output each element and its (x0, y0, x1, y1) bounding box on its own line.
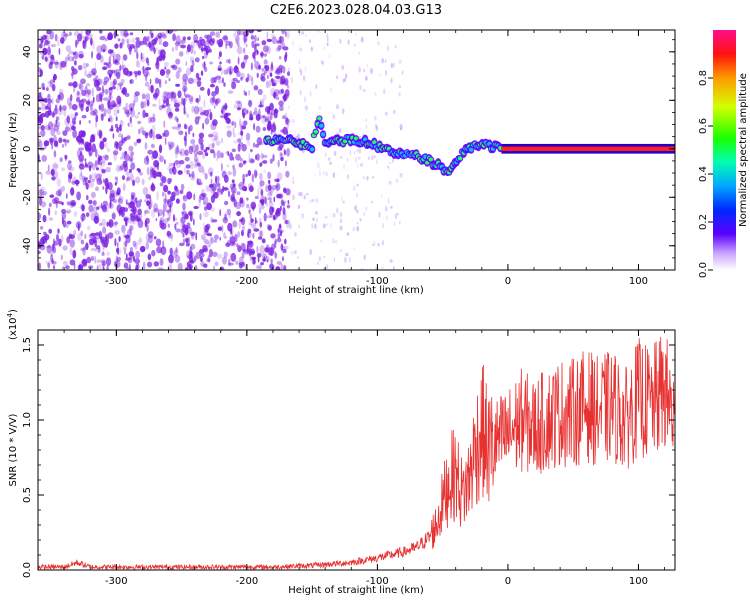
x-tick-label: -200 (236, 576, 259, 587)
spectrogram-frame (37, 29, 676, 271)
x-tick-label: 0 (505, 576, 511, 587)
y-tick-label: 40 (22, 45, 33, 58)
colorbar: 0.0 0.2 0.4 0.6 0.8 Normalized spectral ampl… (698, 30, 749, 278)
snr-y-axis: 0.0 0.5 1.0 1.5 (22, 337, 675, 578)
colorbar-axis: 0.0 0.2 0.4 0.6 0.8 (698, 70, 713, 278)
x-tick-label: -100 (366, 276, 389, 287)
snr-y-label: SNR (10 * V/V) (8, 413, 19, 486)
x-tick-label: 100 (629, 276, 648, 287)
x-tick-label: 100 (629, 576, 648, 587)
colorbar-tick-label: 0.4 (698, 166, 709, 182)
y-tick-label: 0.0 (22, 562, 33, 578)
colorbar-tick-label: 0.6 (698, 118, 709, 134)
colorbar-tick-label: 0.8 (698, 70, 709, 86)
spectrogram-y-label: Frequency (Hz) (8, 112, 19, 188)
y-tick-label: 1.5 (22, 337, 33, 353)
spectrogram-image (38, 30, 675, 270)
figure-title: C2E6.2023.028.04.03.G13 (270, 3, 442, 18)
spectrogram-y-axis: -40 -20 0 20 40 (22, 39, 675, 271)
y-tick-label: 1.0 (22, 412, 33, 428)
x-tick-label: -300 (105, 276, 128, 287)
colorbar-tick-label: 0.0 (698, 262, 709, 278)
snr-panel: -300 -200 -100 0 100 0.0 0.5 1.0 1.5 Height of … (6, 309, 676, 596)
y-tick-label: 0 (22, 146, 33, 152)
colorbar-gradient (713, 30, 736, 270)
y-tick-label: -20 (22, 189, 33, 205)
x-tick-label: 0 (505, 276, 511, 287)
snr-frame (37, 329, 676, 571)
snr-scale-suffix: ) (8, 309, 19, 313)
colorbar-tick-label: 0.2 (698, 214, 709, 230)
snr-scale-exponent: 4 (6, 312, 14, 317)
colorbar-label: Normalized spectral amplitude (738, 73, 749, 227)
snr-scale-label: (x104) (6, 309, 19, 340)
y-tick-label: 0.5 (22, 487, 33, 503)
x-tick-label: -100 (366, 576, 389, 587)
y-tick-label: -40 (22, 238, 33, 254)
spectrogram-x-label: Height of straight line (km) (288, 285, 424, 296)
snr-series-line (38, 336, 675, 570)
snr-x-label: Height of straight line (km) (288, 585, 424, 596)
x-tick-label: -300 (105, 576, 128, 587)
svg-text:(x104): (x104) (6, 309, 19, 340)
x-tick-label: -200 (236, 276, 259, 287)
y-tick-label: 20 (22, 94, 33, 107)
spectrogram-x-axis: -300 -200 -100 0 100 (37, 30, 665, 287)
snr-x-axis: -300 -200 -100 0 100 (37, 330, 665, 587)
snr-scale-prefix: (x10 (8, 317, 19, 340)
